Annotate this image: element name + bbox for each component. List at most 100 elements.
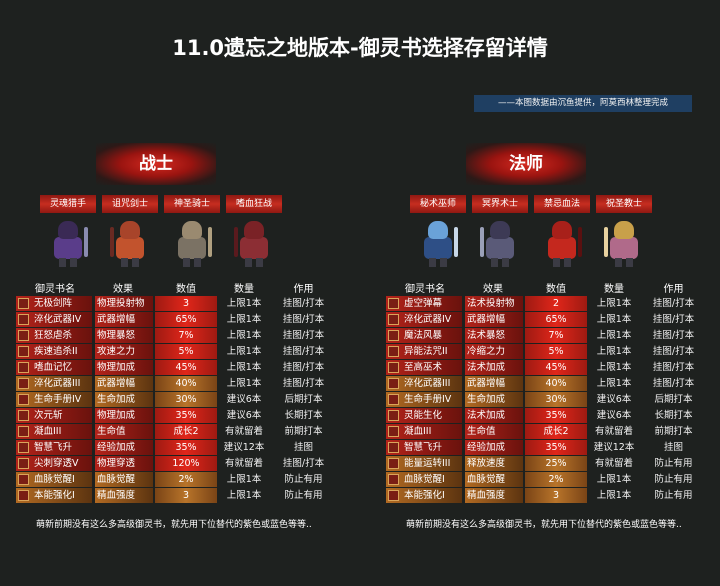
book-row: 至高巫术 法术加成 45% 上限1本 挂图/打本	[386, 360, 706, 376]
warrior-table-header: 御灵书名 效果 数值 数量 作用	[16, 280, 336, 295]
book-quantity: 上限1本	[596, 378, 632, 389]
book-value: 3	[525, 488, 587, 503]
book-effect: 生命值	[95, 424, 153, 439]
book-name-text: 次元斩	[34, 410, 63, 421]
book-quantity: 有就留着	[594, 458, 633, 469]
book-icon	[388, 490, 399, 501]
book-icon	[18, 410, 29, 421]
book-name: 凝血III	[16, 424, 92, 439]
book-icon	[18, 378, 29, 389]
book-quantity: 建议12本	[223, 442, 265, 453]
book-quantity: 上限1本	[596, 490, 632, 501]
book-icon	[18, 426, 29, 437]
book-value: 35%	[155, 440, 217, 455]
book-usage: 挂图/打本	[652, 362, 695, 373]
book-effect: 生命加成	[95, 392, 153, 407]
book-usage: 挂图/打本	[652, 378, 695, 389]
book-value: 120%	[155, 456, 217, 471]
book-quantity: 上限1本	[596, 474, 632, 485]
book-name-text: 淬化武器III	[404, 378, 451, 389]
book-quantity: 上限1本	[226, 314, 262, 325]
book-usage: 挂图/打本	[652, 346, 695, 357]
book-icon	[388, 314, 399, 325]
book-row: 次元斩 物理加成 35% 建议6本 长期打本	[16, 408, 336, 424]
book-row: 疾速追杀II 攻速之力 5% 上限1本 挂图/打本	[16, 344, 336, 360]
mage-title: 法师	[466, 143, 586, 185]
book-value: 30%	[155, 392, 217, 407]
book-usage: 前期打本	[284, 426, 323, 437]
book-usage: 长期打本	[284, 410, 323, 421]
book-value: 30%	[525, 392, 587, 407]
book-effect: 经验加成	[465, 440, 523, 455]
class-name: 嗜血狂战	[226, 195, 282, 213]
book-icon	[18, 474, 29, 485]
book-name: 淬化武器III	[386, 376, 462, 391]
book-value: 35%	[155, 408, 217, 423]
book-icon	[388, 330, 399, 341]
book-name: 生命手册IV	[16, 392, 92, 407]
book-usage: 挂图/打本	[282, 378, 325, 389]
book-value: 40%	[525, 376, 587, 391]
book-usage: 后期打本	[654, 394, 693, 405]
book-effect: 释放速度	[465, 456, 523, 471]
class-card: 禁忌血法	[534, 195, 590, 269]
class-name: 秘术巫师	[410, 195, 466, 213]
book-icon	[388, 442, 399, 453]
class-card: 神圣骑士	[164, 195, 220, 269]
book-row: 淬化武器III 武器增幅 40% 上限1本 挂图/打本	[16, 376, 336, 392]
book-icon	[18, 442, 29, 453]
book-effect: 武器增幅	[95, 312, 153, 327]
book-quantity: 上限1本	[596, 314, 632, 325]
class-card: 冥界术士	[472, 195, 528, 269]
book-effect: 精血强度	[95, 488, 153, 503]
book-name-text: 魔法风暴	[404, 330, 443, 341]
book-effect: 物理暴怒	[95, 328, 153, 343]
book-row: 灵能生化 法术加成 35% 建议6本 长期打本	[386, 408, 706, 424]
book-value: 45%	[525, 360, 587, 375]
book-value: 25%	[525, 456, 587, 471]
book-effect: 经验加成	[95, 440, 153, 455]
book-name-text: 生命手册IV	[404, 394, 452, 405]
book-usage: 挂图/打本	[282, 314, 325, 325]
page-title: 11.0遗忘之地版本-御灵书选择存留详情	[172, 36, 548, 60]
book-icon	[18, 298, 29, 309]
header-effect: 效果	[483, 284, 503, 295]
class-name: 禁忌血法	[534, 195, 590, 213]
book-name-text: 本能强化I	[404, 490, 445, 501]
book-name-text: 淬化武器IV	[34, 314, 82, 325]
book-usage: 防止有用	[654, 490, 693, 501]
book-value: 7%	[155, 328, 217, 343]
book-icon	[388, 474, 399, 485]
book-name-text: 尖刺穿透V	[34, 458, 79, 469]
book-value: 3	[155, 296, 217, 311]
book-name: 灵能生化	[386, 408, 462, 423]
class-portrait-icon	[540, 217, 584, 269]
book-name: 生命手册IV	[386, 392, 462, 407]
book-effect: 生命加成	[465, 392, 523, 407]
book-name: 凝血III	[386, 424, 462, 439]
book-quantity: 建议6本	[596, 410, 632, 421]
book-value: 成长2	[525, 424, 587, 439]
book-name-text: 凝血III	[34, 426, 62, 437]
book-name: 淬化武器IV	[16, 312, 92, 327]
mage-table-header: 御灵书名 效果 数值 数量 作用	[386, 280, 706, 295]
class-name: 祝圣教士	[596, 195, 652, 213]
class-portrait-icon	[46, 217, 90, 269]
class-card: 灵魂猎手	[40, 195, 96, 269]
book-name-text: 至高巫术	[404, 362, 443, 373]
book-usage: 长期打本	[654, 410, 693, 421]
book-value: 5%	[525, 344, 587, 359]
book-usage: 防止有用	[284, 474, 323, 485]
book-effect: 物理穿透	[95, 456, 153, 471]
book-row: 凝血III 生命值 成长2 有就留着 前期打本	[16, 424, 336, 440]
book-icon	[18, 458, 29, 469]
class-name: 诅咒剑士	[102, 195, 158, 213]
book-name-text: 本能强化I	[34, 490, 75, 501]
book-value: 65%	[155, 312, 217, 327]
book-effect: 物理加成	[95, 360, 153, 375]
book-quantity: 上限1本	[226, 346, 262, 357]
book-usage: 防止有用	[654, 458, 693, 469]
header-usage: 作用	[293, 284, 314, 295]
book-name: 淬化武器IV	[386, 312, 462, 327]
book-quantity: 有就留着	[224, 458, 263, 469]
